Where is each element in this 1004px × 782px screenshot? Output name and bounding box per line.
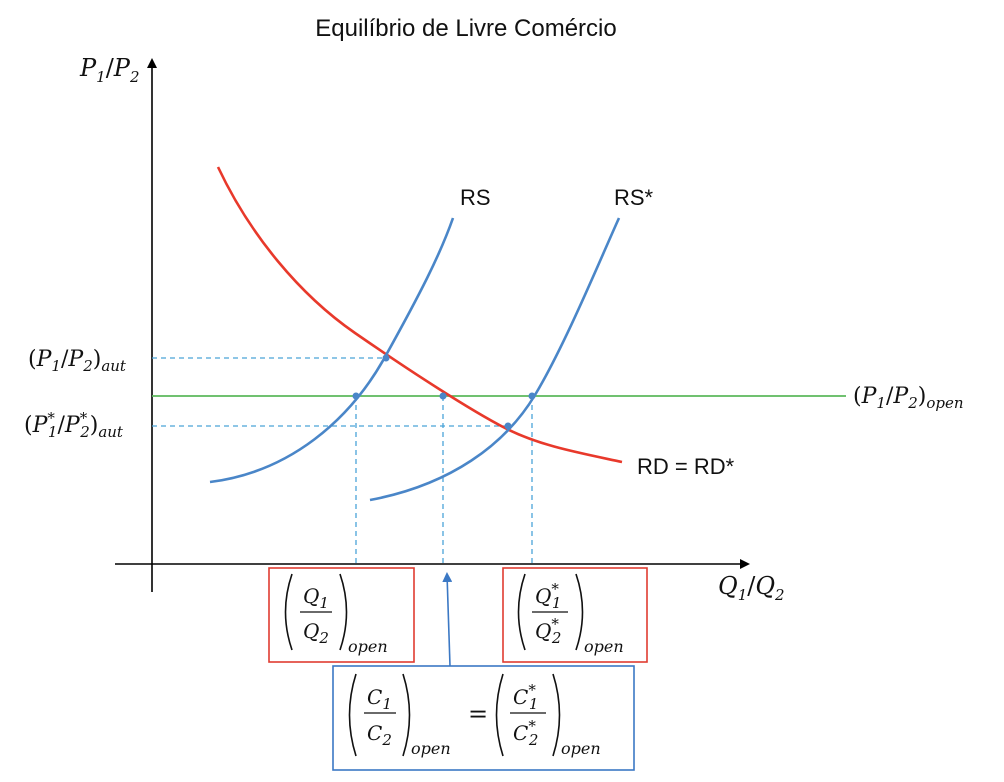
foreign-consumption-denominator: C* 2 — [513, 717, 538, 749]
rs-star-label: RS* — [614, 185, 654, 210]
rd-label: RD = RD* — [637, 454, 735, 479]
home-consumption-numerator: C1 — [367, 685, 392, 713]
home-output-numerator: Q1 — [303, 584, 329, 612]
consumption-equals: = — [468, 700, 488, 728]
rs-label: RS — [460, 185, 491, 210]
foreign-output-box: Q* 1 Q* 2 open — [502, 567, 648, 663]
y-axis-label: P1/P2 — [79, 54, 140, 86]
diagram-title: Equilíbrio de Livre Comércio — [315, 15, 616, 42]
price-label-aut: (P1/P2)aut — [28, 347, 127, 375]
point-open-demand — [439, 392, 447, 400]
foreign-output-numerator: Q* 1 — [535, 580, 561, 612]
home-consumption-suffix: open — [411, 739, 451, 758]
rs-star-curve — [369, 217, 621, 502]
home-output-denominator: Q2 — [303, 619, 329, 647]
x-axis-label: Q1/Q2 — [718, 572, 785, 604]
rd-curve — [216, 166, 623, 464]
price-label-open: (P1/P2)open — [853, 384, 964, 412]
consumption-box: C1 C2 open = C* 1 C* 2 open — [332, 665, 635, 771]
consumption-arrow — [442, 572, 453, 667]
foreign-output-suffix: open — [584, 637, 624, 656]
home-output-suffix: open — [348, 637, 388, 656]
foreign-consumption-suffix: open — [561, 739, 601, 758]
home-consumption-denominator: C2 — [367, 721, 392, 749]
point-foreign-open-supply — [528, 392, 536, 400]
rs-curve — [209, 217, 455, 484]
price-label-aut-star: (P* 1/P* 2)aut — [24, 409, 124, 441]
foreign-output-denominator: Q* 2 — [535, 615, 561, 647]
home-output-box: Q1 Q2 open — [268, 567, 415, 663]
point-foreign-autarky — [504, 422, 512, 430]
foreign-consumption-numerator: C* 1 — [513, 681, 538, 713]
point-home-open-supply — [352, 392, 360, 400]
point-home-autarky — [382, 354, 390, 362]
